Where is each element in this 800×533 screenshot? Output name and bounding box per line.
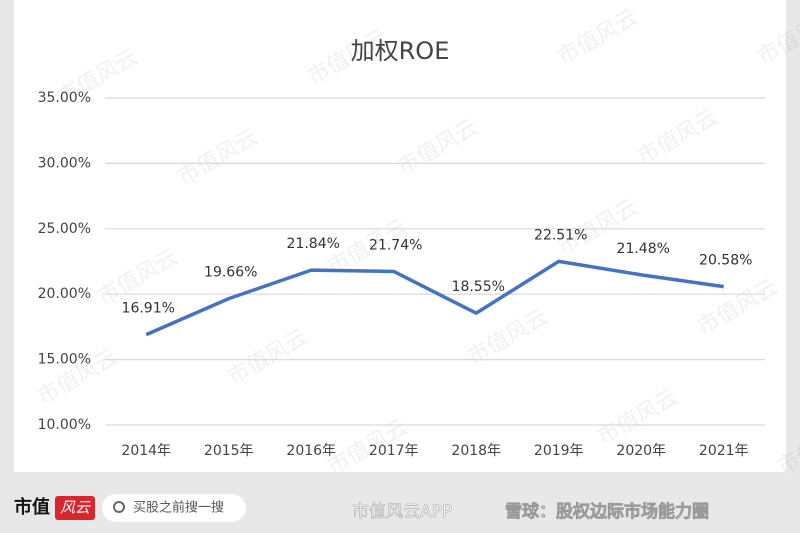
y-tick-label: 20.00% <box>38 286 91 302</box>
data-label: 20.58% <box>699 253 752 269</box>
data-label: 21.48% <box>617 241 670 257</box>
x-tick-label: 2020年 <box>616 443 666 459</box>
x-tick-label: 2015年 <box>204 443 254 459</box>
footer-logo-badge: 风云 <box>60 499 91 517</box>
data-label: 22.51% <box>534 227 587 243</box>
x-tick-label: 2019年 <box>534 443 584 459</box>
x-tick-label: 2017年 <box>369 443 419 459</box>
y-tick-label: 30.00% <box>38 155 91 171</box>
footer-logo: 市值 <box>14 496 50 518</box>
data-label: 21.74% <box>369 237 422 253</box>
footer-source: 雪球：股权边际市场能力圈 <box>505 501 709 522</box>
footer-search[interactable]: 买股之前搜一搜 <box>133 500 224 516</box>
x-tick-label: 2021年 <box>699 443 749 459</box>
x-tick-label: 2014年 <box>121 443 171 459</box>
data-label: 18.55% <box>452 279 505 295</box>
search-box[interactable] <box>102 494 246 522</box>
chart-title: 加权ROE <box>351 37 450 65</box>
plot: 10.00% 15.00% 20.00% 25.00% 30.00% 35.00% 2014… <box>38 90 765 459</box>
logo-badge-box <box>55 496 95 520</box>
line <box>145 259 724 337</box>
x-tick-label: 2018年 <box>451 443 501 459</box>
plot-card <box>14 0 786 472</box>
search-icon <box>113 501 125 513</box>
data-label: 16.91% <box>122 301 175 317</box>
y-tick-label: 10.00% <box>38 417 91 433</box>
footer-app: 市值风云APP <box>352 502 452 522</box>
y-tick-label: 15.00% <box>38 352 91 368</box>
y-tick-label: 35.00% <box>38 90 91 106</box>
y-tick-label: 25.00% <box>38 221 91 237</box>
data-label: 21.84% <box>287 236 340 252</box>
data-label: 19.66% <box>204 265 257 281</box>
x-tick-label: 2016年 <box>286 443 336 459</box>
